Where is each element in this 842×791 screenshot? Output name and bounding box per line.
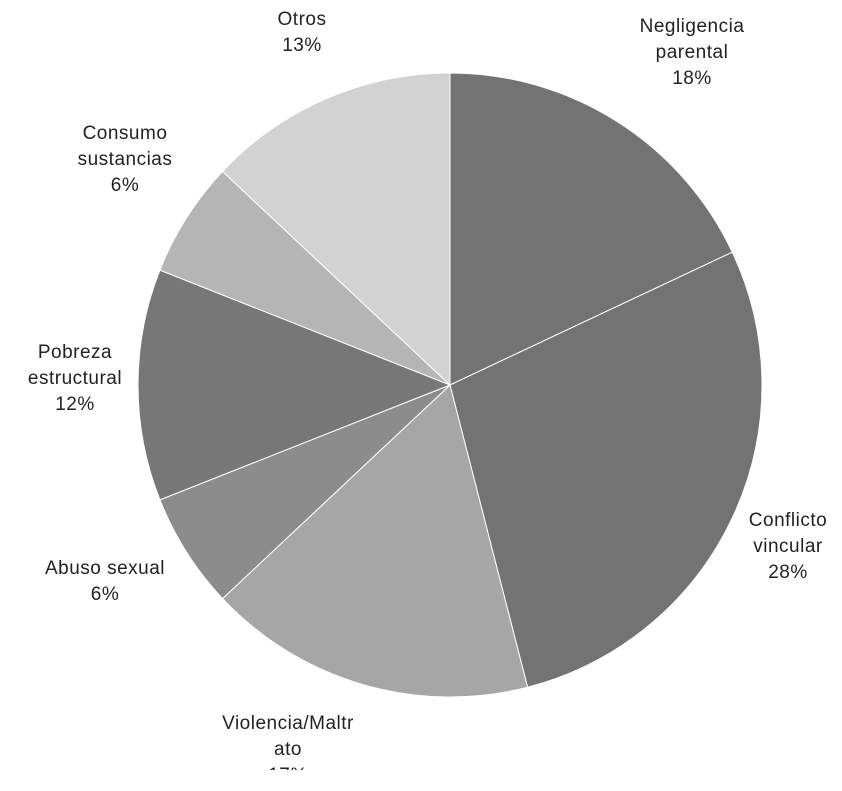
- slice-label-percent: 18%: [672, 68, 712, 89]
- slice-label-percent: 28%: [768, 562, 808, 583]
- slice-label-name-line: estructural: [27, 368, 123, 389]
- slice-label-name-line: Violencia/Maltr: [222, 713, 354, 734]
- slice-label-name-line: Conflicto: [748, 510, 828, 531]
- slice-label-percent: 13%: [282, 35, 322, 56]
- slice-label-percent: 12%: [55, 394, 95, 415]
- slice-label-name-line: Otros: [277, 9, 327, 30]
- slice-label-name-line: ato: [274, 739, 302, 760]
- slice-label-abuso-sexual: Abuso sexual 6%: [20, 556, 190, 608]
- slice-label-consumo-sustancias: Consumo sustancias 6%: [50, 121, 200, 199]
- slice-label-name-line: Pobreza: [37, 342, 113, 363]
- slice-label-name-line: Abuso sexual: [44, 558, 166, 579]
- pie-slice-conflicto-vincular: [449, 251, 763, 688]
- slice-label-name-line: Negligencia: [639, 16, 745, 37]
- slice-label-name-line: Consumo: [82, 123, 168, 144]
- slice-label-percent: 6%: [90, 584, 120, 605]
- slice-label-percent: 6%: [110, 175, 140, 196]
- pie-slice-violencia-maltrato: [221, 384, 529, 698]
- slice-label-otros: Otros 13%: [232, 7, 372, 59]
- slice-label-name-line: parental: [655, 42, 729, 63]
- pie-slice-otros: [221, 72, 451, 387]
- page-bottom-edge: [0, 770, 842, 791]
- pie-slice-negligencia-parental: [449, 72, 733, 386]
- slice-label-pobreza-estructural: Pobreza estructural 12%: [0, 340, 150, 418]
- slice-label-conflicto-vincular: Conflicto vincular 28%: [728, 508, 842, 586]
- pie-slice-pobreza-estructural: [137, 269, 452, 501]
- slice-label-name-line: vincular: [753, 536, 823, 557]
- slice-label-name-line: sustancias: [77, 149, 173, 170]
- slice-label-negligencia-parental: Negligencia parental 18%: [612, 14, 772, 92]
